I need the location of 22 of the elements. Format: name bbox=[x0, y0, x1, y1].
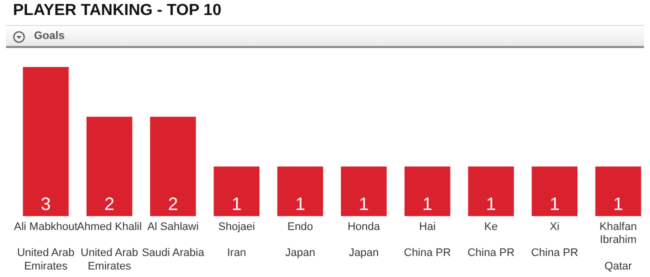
chart-subtitle: Goals bbox=[34, 30, 65, 42]
category-label: Hai China PR bbox=[404, 220, 451, 260]
data-label: 1 bbox=[358, 194, 369, 214]
category-label: Endo Japan bbox=[285, 220, 316, 260]
category-label: Ke China PR bbox=[467, 220, 515, 260]
data-label: 1 bbox=[486, 194, 496, 214]
category-label: Al Sahlawi Saudi Arabia bbox=[142, 220, 204, 260]
category-label: Ahmed Khalil United Arab Emirates bbox=[76, 220, 142, 272]
data-label: 1 bbox=[295, 194, 306, 214]
category-label: Shojaei Iran bbox=[218, 220, 255, 260]
data-label: 2 bbox=[104, 194, 114, 214]
category-label: Honda Japan bbox=[348, 220, 380, 260]
category-label: Khalfan Ibrahim Qatar bbox=[600, 220, 637, 272]
data-label: 3 bbox=[40, 194, 51, 214]
data-label: 2 bbox=[168, 194, 178, 214]
category-label: Ali Mabkhout United Arab Emirates bbox=[14, 220, 78, 272]
data-label: 1 bbox=[422, 194, 432, 214]
data-label: 1 bbox=[613, 194, 624, 214]
data-label: 1 bbox=[550, 194, 560, 214]
category-label: Xi China PR bbox=[531, 220, 578, 260]
data-label: 1 bbox=[232, 194, 242, 214]
chart-title: PLAYER TANKING - TOP 10 bbox=[13, 2, 222, 20]
